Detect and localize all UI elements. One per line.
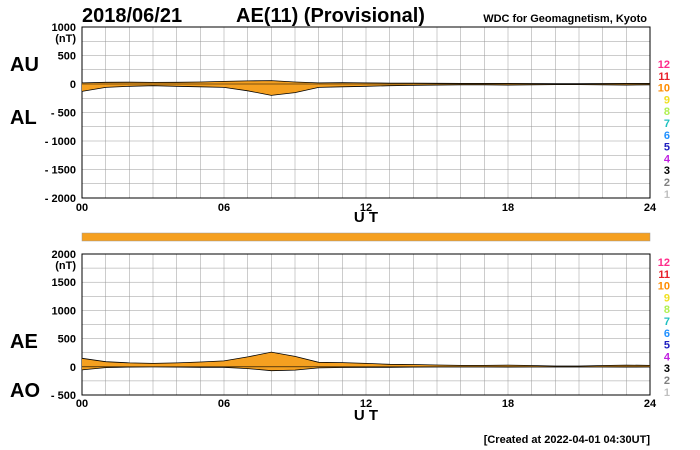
station-level-2: 2 xyxy=(664,177,670,189)
station-level-2: 2 xyxy=(664,375,670,387)
side-label-ao: AO xyxy=(10,380,40,402)
x-tick-label: 18 xyxy=(502,202,514,214)
x-axis-label: U T xyxy=(354,407,378,424)
station-level-9: 9 xyxy=(664,292,670,304)
y-tick-label: 2000 xyxy=(52,249,76,261)
station-level-4: 4 xyxy=(664,351,671,363)
x-tick-label: 00 xyxy=(76,398,88,410)
envelope-area xyxy=(82,352,650,371)
ae-ao-panel: 2000 1500 1000 500 0 - 500 (nT) 00 06 12 18 24 U T AE… xyxy=(10,249,657,424)
chart-title: AE(11) (Provisional) xyxy=(236,5,425,27)
y-tick-label: 0 xyxy=(70,362,76,374)
side-label-ae: AE xyxy=(10,331,38,353)
y-tick-label: 500 xyxy=(58,334,76,346)
station-level-6: 6 xyxy=(664,130,670,142)
x-tick-label: 00 xyxy=(76,202,88,214)
chart-date: 2018/06/21 xyxy=(82,5,182,27)
plot-frame xyxy=(81,26,651,199)
x-tick-label: 24 xyxy=(644,398,657,410)
x-tick-label: 06 xyxy=(218,202,230,214)
y-tick-label: 0 xyxy=(70,79,76,91)
x-tick-label: 24 xyxy=(644,202,657,214)
station-level-5: 5 xyxy=(664,340,670,352)
y-tick-label: - 500 xyxy=(51,108,76,120)
x-tick-label: 12 xyxy=(360,202,372,214)
station-level-7: 7 xyxy=(664,118,670,130)
y-tick-label: - 1500 xyxy=(45,165,76,177)
station-level-12: 12 xyxy=(658,59,670,71)
series-line-al xyxy=(81,84,651,96)
envelope-area xyxy=(82,80,650,96)
y-axis-unit: (nT) xyxy=(55,33,76,45)
station-level-3: 3 xyxy=(664,165,670,177)
station-availability-bar xyxy=(81,232,651,242)
station-level-6: 6 xyxy=(664,328,670,340)
x-tick-label: 18 xyxy=(502,398,514,410)
station-level-11: 11 xyxy=(658,71,670,83)
y-tick-label: - 2000 xyxy=(45,193,76,205)
station-level-11: 11 xyxy=(658,269,670,281)
created-timestamp: [Created at 2022-04-01 04:30UT] xyxy=(484,434,651,446)
y-tick-label: - 1000 xyxy=(45,136,76,148)
y-tick-label: - 500 xyxy=(51,390,76,402)
station-level-10: 10 xyxy=(658,281,670,293)
y-tick-label: 1500 xyxy=(52,277,76,289)
y-tick-label: 1000 xyxy=(52,22,76,34)
station-level-4: 4 xyxy=(664,153,671,165)
x-tick-label: 12 xyxy=(360,398,372,410)
plot-frame xyxy=(81,253,651,396)
side-label-al: AL xyxy=(10,107,37,129)
x-axis-label: U T xyxy=(354,209,378,226)
station-level-8: 8 xyxy=(664,106,670,118)
series-line-ae xyxy=(81,351,651,367)
x-tick-label: 06 xyxy=(218,398,230,410)
station-level-1: 1 xyxy=(664,189,670,201)
y-tick-label: 500 xyxy=(58,51,76,63)
au-al-panel: 1000 500 0 - 500 - 1000 - 1500 - 2000 (nT) 00 06 1… xyxy=(10,22,657,226)
station-level-10: 10 xyxy=(658,83,670,95)
station-level-7: 7 xyxy=(664,316,670,328)
side-label-au: AU xyxy=(10,54,39,76)
station-level-9: 9 xyxy=(664,94,670,106)
data-source: WDC for Geomagnetism, Kyoto xyxy=(483,13,647,25)
y-tick-label: 1000 xyxy=(52,305,76,317)
station-level-12: 12 xyxy=(658,257,670,269)
station-level-8: 8 xyxy=(664,304,670,316)
station-level-3: 3 xyxy=(664,363,670,375)
station-level-5: 5 xyxy=(664,142,670,154)
station-level-1: 1 xyxy=(664,387,670,399)
y-axis-unit: (nT) xyxy=(55,260,76,272)
